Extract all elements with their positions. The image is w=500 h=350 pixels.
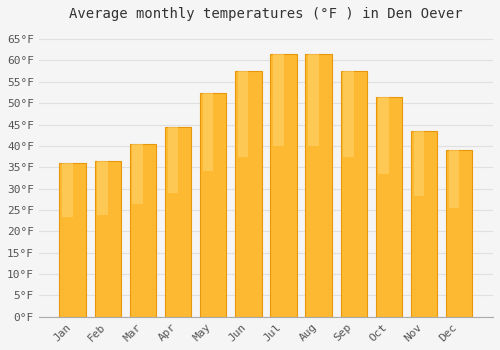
Bar [130,144,156,317]
Bar [270,54,296,317]
Bar [273,54,283,146]
Bar [448,150,459,209]
Bar [168,127,178,193]
Bar [202,92,213,171]
Bar [376,97,402,317]
Title: Average monthly temperatures (°F ) in Den Oever: Average monthly temperatures (°F ) in De… [69,7,462,21]
Bar [306,54,332,317]
Bar [132,144,143,204]
Bar [165,127,191,317]
Bar [378,97,389,174]
Bar [62,163,72,217]
Bar [308,54,318,146]
Bar [411,131,438,317]
Bar [238,71,248,157]
Bar [343,71,354,157]
Bar [446,150,472,317]
Bar [94,161,121,317]
Bar [200,92,226,317]
Bar [414,131,424,196]
Bar [97,161,108,216]
Bar [235,71,262,317]
Bar [340,71,367,317]
Bar [60,163,86,317]
